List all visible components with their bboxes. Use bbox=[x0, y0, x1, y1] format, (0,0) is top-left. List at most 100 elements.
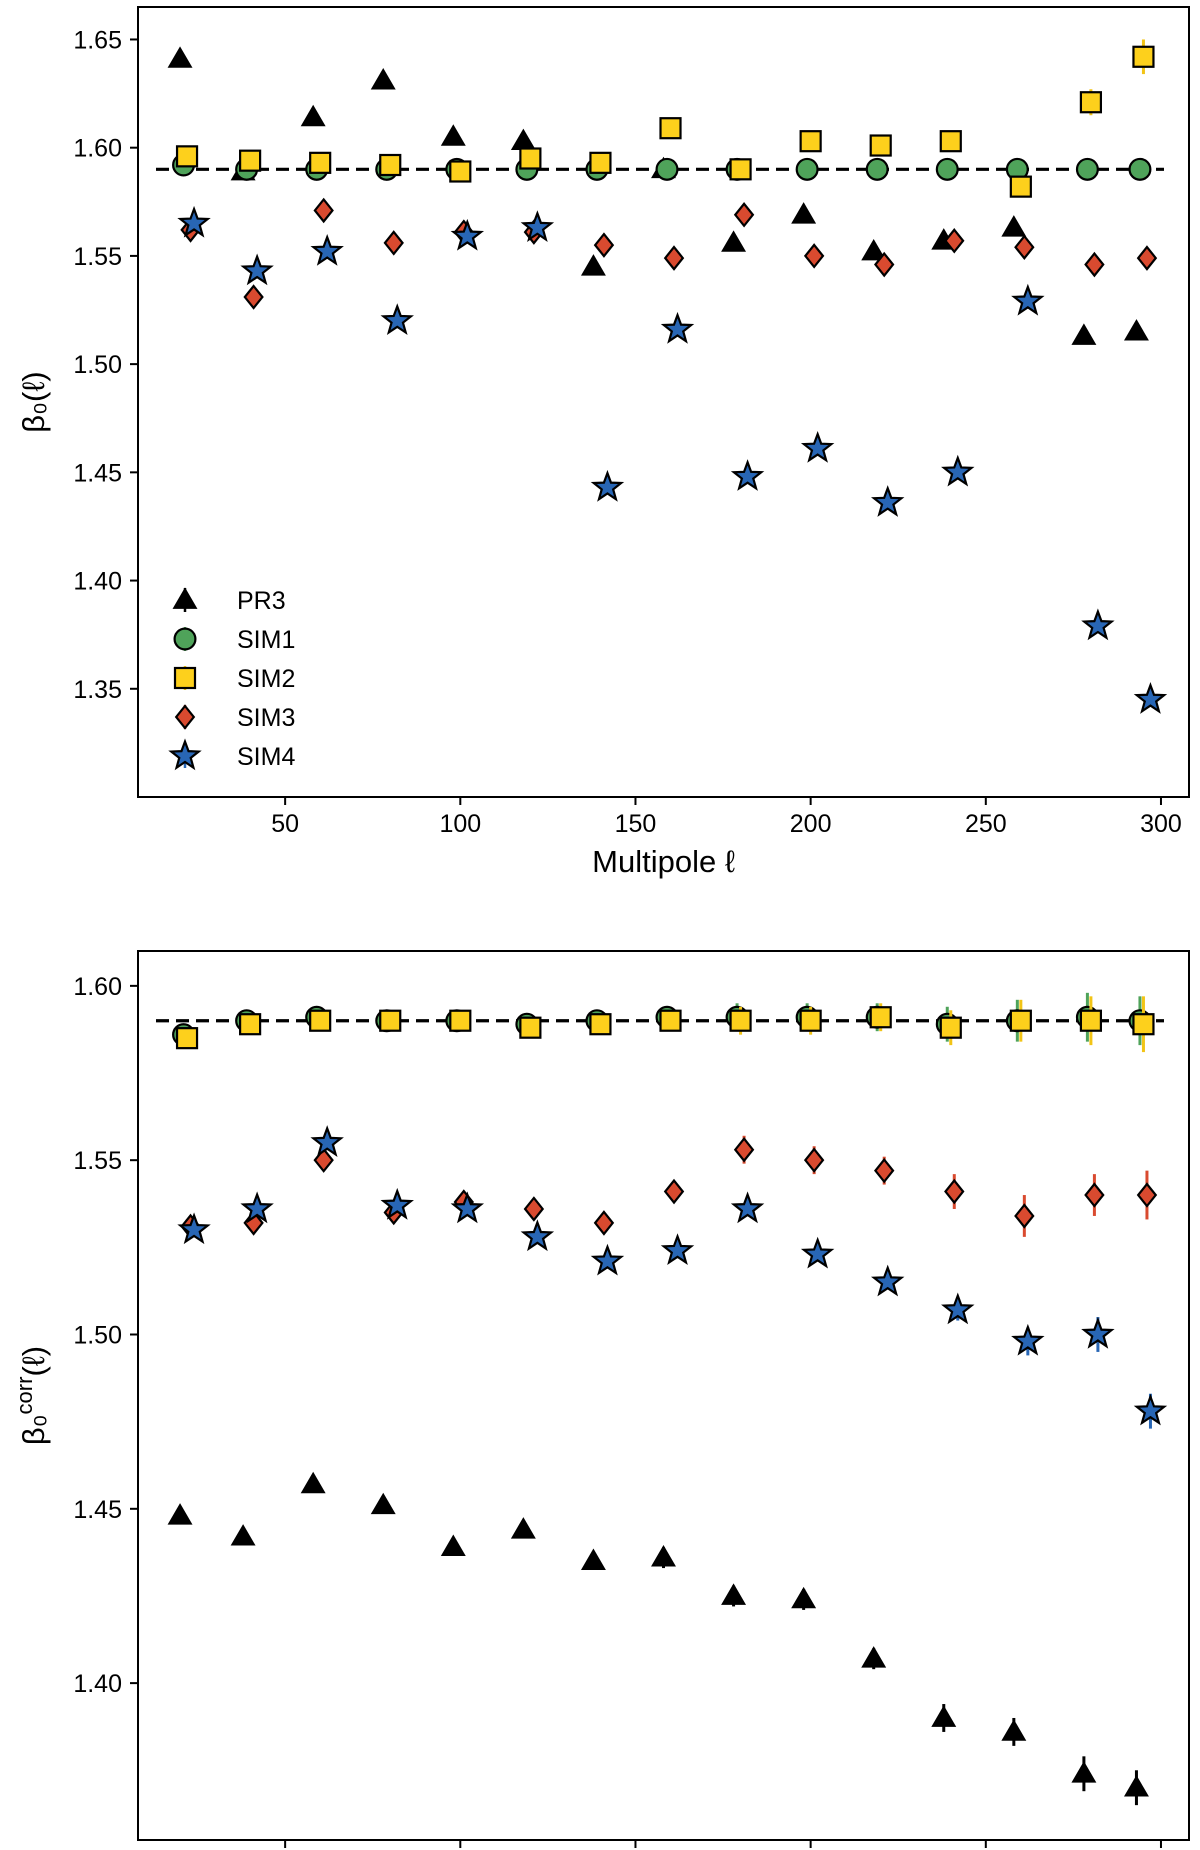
y-axis-title: β₀corr(ℓ) bbox=[12, 1346, 52, 1445]
data-point bbox=[944, 227, 965, 254]
data-point bbox=[1123, 1775, 1149, 1797]
data-point bbox=[450, 218, 485, 251]
data-point bbox=[309, 1009, 332, 1032]
data-point bbox=[865, 157, 889, 181]
data-point bbox=[380, 1187, 414, 1220]
data-point bbox=[729, 1009, 752, 1032]
data-point bbox=[871, 1264, 905, 1297]
series-pr3 bbox=[167, 46, 1149, 345]
data-point bbox=[660, 311, 695, 344]
data-point bbox=[1132, 1013, 1155, 1036]
data-point bbox=[1075, 157, 1099, 181]
y-tick-label: 1.50 bbox=[73, 1321, 122, 1349]
data-point bbox=[1081, 1316, 1115, 1349]
data-point bbox=[663, 245, 685, 271]
data-point bbox=[1081, 608, 1115, 641]
data-point bbox=[1133, 682, 1168, 714]
data-point bbox=[589, 151, 612, 174]
data-point bbox=[313, 197, 334, 224]
data-point bbox=[931, 1705, 957, 1727]
data-point bbox=[510, 1517, 536, 1539]
series-sim2 bbox=[175, 39, 1155, 198]
data-point bbox=[593, 1210, 615, 1236]
y-tick-label: 1.60 bbox=[73, 135, 122, 163]
data-point bbox=[309, 151, 332, 174]
legend-label: SIM2 bbox=[237, 665, 295, 693]
data-point bbox=[944, 1178, 965, 1205]
data-point bbox=[1011, 1323, 1045, 1356]
data-point bbox=[523, 1196, 545, 1222]
data-point bbox=[300, 1471, 326, 1494]
legend-label: PR3 bbox=[237, 587, 286, 615]
data-point bbox=[313, 1147, 334, 1173]
data-point bbox=[593, 232, 615, 258]
data-point bbox=[300, 104, 326, 127]
data-point bbox=[1136, 245, 1158, 271]
data-point bbox=[730, 459, 765, 491]
data-point bbox=[230, 1524, 256, 1546]
y-tick-label: 1.65 bbox=[73, 26, 122, 54]
data-point bbox=[1079, 1009, 1103, 1032]
x-tick-label: 200 bbox=[790, 810, 832, 838]
data-point bbox=[167, 1503, 193, 1525]
data-point bbox=[177, 205, 211, 238]
x-tick-label: 150 bbox=[615, 810, 657, 838]
data-point bbox=[1084, 1182, 1105, 1208]
legend-marker bbox=[173, 666, 197, 690]
data-point bbox=[1079, 91, 1103, 114]
data-point bbox=[1009, 1009, 1032, 1032]
data-point bbox=[239, 1013, 262, 1036]
legend-marker bbox=[172, 587, 198, 609]
data-point bbox=[869, 1006, 892, 1029]
y-tick-label: 1.40 bbox=[73, 568, 122, 596]
legend-label: SIM3 bbox=[237, 704, 295, 732]
data-point bbox=[733, 1136, 755, 1163]
data-point bbox=[651, 1545, 676, 1567]
data-point bbox=[590, 1243, 625, 1276]
y-tick-label: 1.45 bbox=[73, 1496, 122, 1524]
data-point bbox=[240, 253, 274, 286]
legend-marker bbox=[173, 627, 197, 651]
data-point bbox=[655, 157, 679, 181]
data-point bbox=[239, 149, 262, 172]
data-point bbox=[1084, 251, 1105, 278]
y-tick-label: 1.35 bbox=[73, 676, 122, 704]
data-point bbox=[580, 1548, 606, 1570]
top-panel: 50 100 150 200 250 300 1.35 1.40 1.45 1.50 1.55 1.6… bbox=[16, 6, 1190, 879]
x-tick-label: 300 bbox=[1140, 810, 1182, 838]
data-point bbox=[519, 1016, 542, 1039]
data-point bbox=[440, 1534, 466, 1556]
data-point bbox=[310, 1125, 344, 1157]
data-point bbox=[729, 158, 752, 181]
data-point bbox=[590, 469, 625, 502]
data-point bbox=[383, 230, 404, 256]
data-point bbox=[1132, 45, 1155, 68]
data-point bbox=[791, 1586, 817, 1609]
y-tick-label: 1.45 bbox=[73, 459, 122, 487]
data-point bbox=[871, 485, 905, 517]
data-point bbox=[659, 117, 682, 140]
x-tick-label: 250 bbox=[965, 810, 1007, 838]
data-point bbox=[1133, 1393, 1168, 1426]
legend-label: SIM4 bbox=[237, 743, 295, 771]
data-point bbox=[449, 160, 472, 183]
data-point bbox=[449, 1009, 472, 1032]
data-point bbox=[510, 128, 536, 151]
data-point bbox=[660, 1233, 695, 1266]
data-point bbox=[1071, 323, 1097, 345]
legend-marker bbox=[174, 704, 196, 730]
data-point bbox=[799, 130, 822, 153]
data-point bbox=[869, 134, 892, 157]
data-point bbox=[939, 1016, 962, 1039]
data-point bbox=[1009, 175, 1032, 198]
data-point bbox=[310, 234, 344, 266]
data-point bbox=[939, 130, 962, 153]
data-point bbox=[580, 254, 606, 276]
series-sim3 bbox=[180, 1135, 1158, 1240]
data-point bbox=[799, 1009, 822, 1032]
data-point bbox=[167, 46, 193, 68]
data-point bbox=[800, 1236, 835, 1269]
series-sim4 bbox=[177, 205, 1168, 714]
data-point bbox=[1123, 319, 1149, 341]
